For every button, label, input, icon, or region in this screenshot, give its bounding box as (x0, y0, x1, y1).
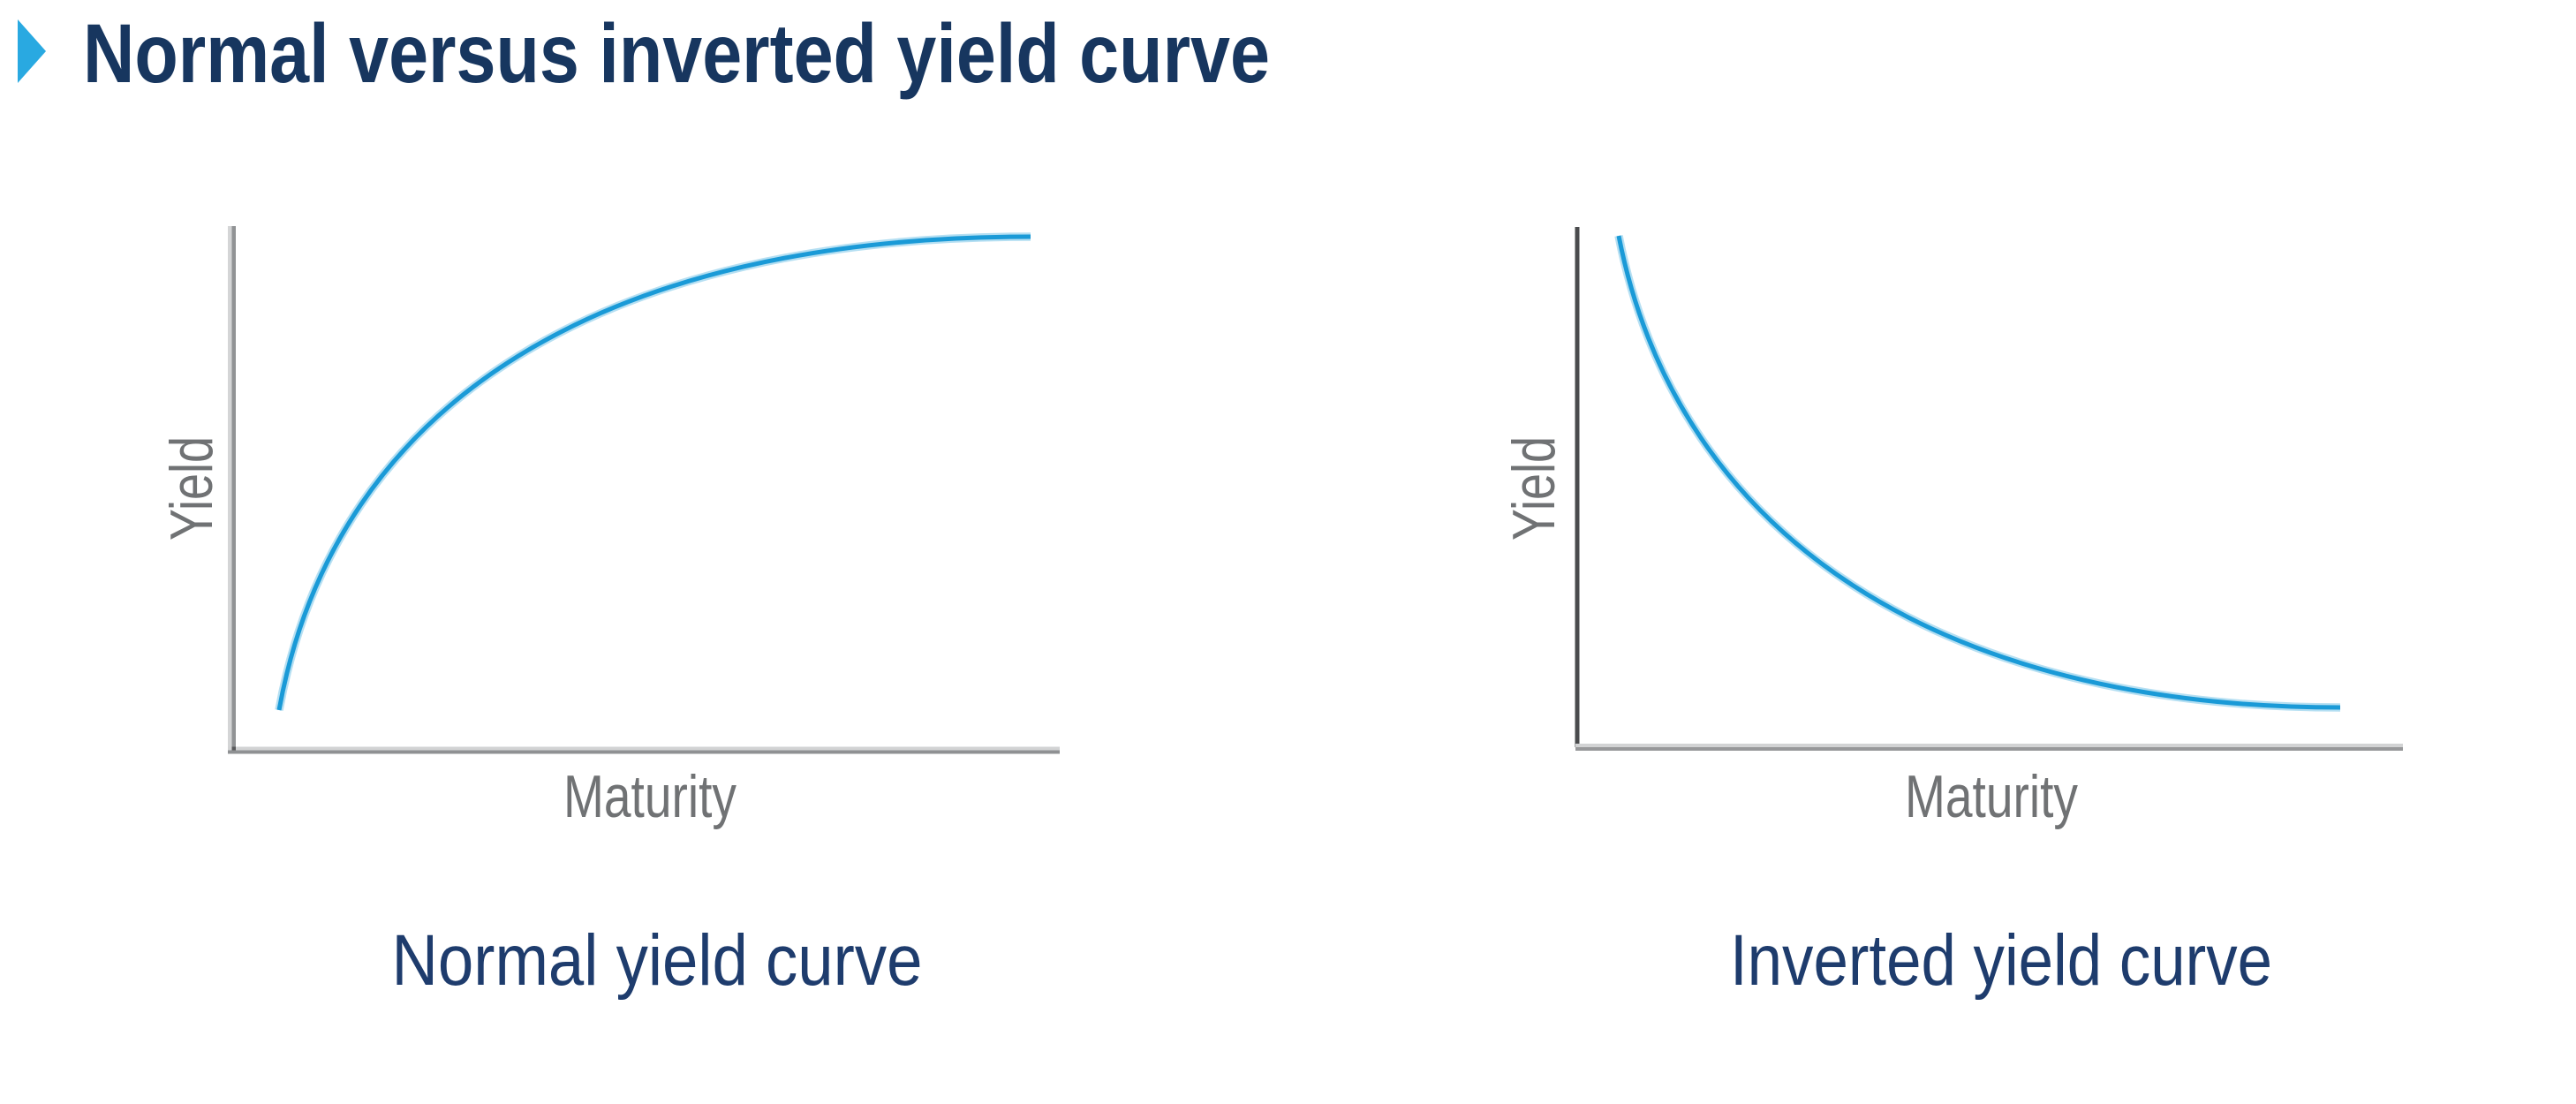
svg-text:Normal yield curve: Normal yield curve (392, 920, 923, 1001)
svg-text:Normal versus inverted yield c: Normal versus inverted yield curve (83, 7, 1270, 101)
svg-text:Yield: Yield (158, 436, 225, 541)
svg-text:Maturity: Maturity (563, 763, 737, 830)
svg-text:Yield: Yield (1500, 436, 1568, 541)
svg-text:Inverted yield curve: Inverted yield curve (1730, 920, 2272, 1001)
svg-text:Maturity: Maturity (1905, 763, 2078, 830)
